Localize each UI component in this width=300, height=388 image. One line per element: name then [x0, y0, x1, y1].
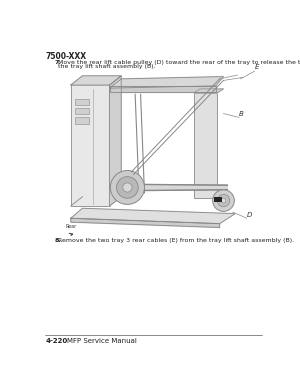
Bar: [75, 99, 89, 105]
Text: D: D: [247, 211, 252, 218]
Circle shape: [213, 190, 234, 211]
Text: MFP Service Manual: MFP Service Manual: [67, 338, 137, 344]
Polygon shape: [135, 184, 227, 191]
Polygon shape: [110, 76, 224, 88]
Polygon shape: [71, 76, 121, 85]
Circle shape: [217, 194, 230, 207]
Text: Rear: Rear: [65, 223, 77, 229]
Bar: [194, 93, 217, 198]
Polygon shape: [194, 89, 224, 93]
Text: B: B: [239, 111, 244, 117]
Text: 7500-XXX: 7500-XXX: [45, 52, 86, 61]
Text: Remove the two tray 3 rear cables (E) from the tray lift shaft assembly (B).: Remove the two tray 3 rear cables (E) fr…: [58, 237, 295, 242]
Text: 7.: 7.: [55, 60, 61, 65]
Bar: [75, 108, 89, 114]
Polygon shape: [71, 218, 220, 227]
Circle shape: [110, 171, 145, 204]
Text: 8.: 8.: [55, 237, 61, 242]
Circle shape: [117, 177, 138, 198]
Text: Move the rear lift cable pulley (D) toward the rear of the tray to release the t: Move the rear lift cable pulley (D) towa…: [58, 60, 300, 65]
Bar: [214, 197, 222, 202]
FancyArrowPatch shape: [69, 233, 73, 236]
Circle shape: [123, 183, 132, 192]
Polygon shape: [110, 76, 121, 206]
Bar: [75, 118, 89, 123]
Text: the tray lift shaft assembly (B).: the tray lift shaft assembly (B).: [58, 64, 156, 69]
Polygon shape: [110, 86, 216, 92]
Text: E: E: [254, 64, 259, 70]
Polygon shape: [71, 208, 235, 223]
Bar: [71, 85, 110, 206]
Text: 4-220: 4-220: [45, 338, 68, 344]
Circle shape: [221, 198, 226, 203]
